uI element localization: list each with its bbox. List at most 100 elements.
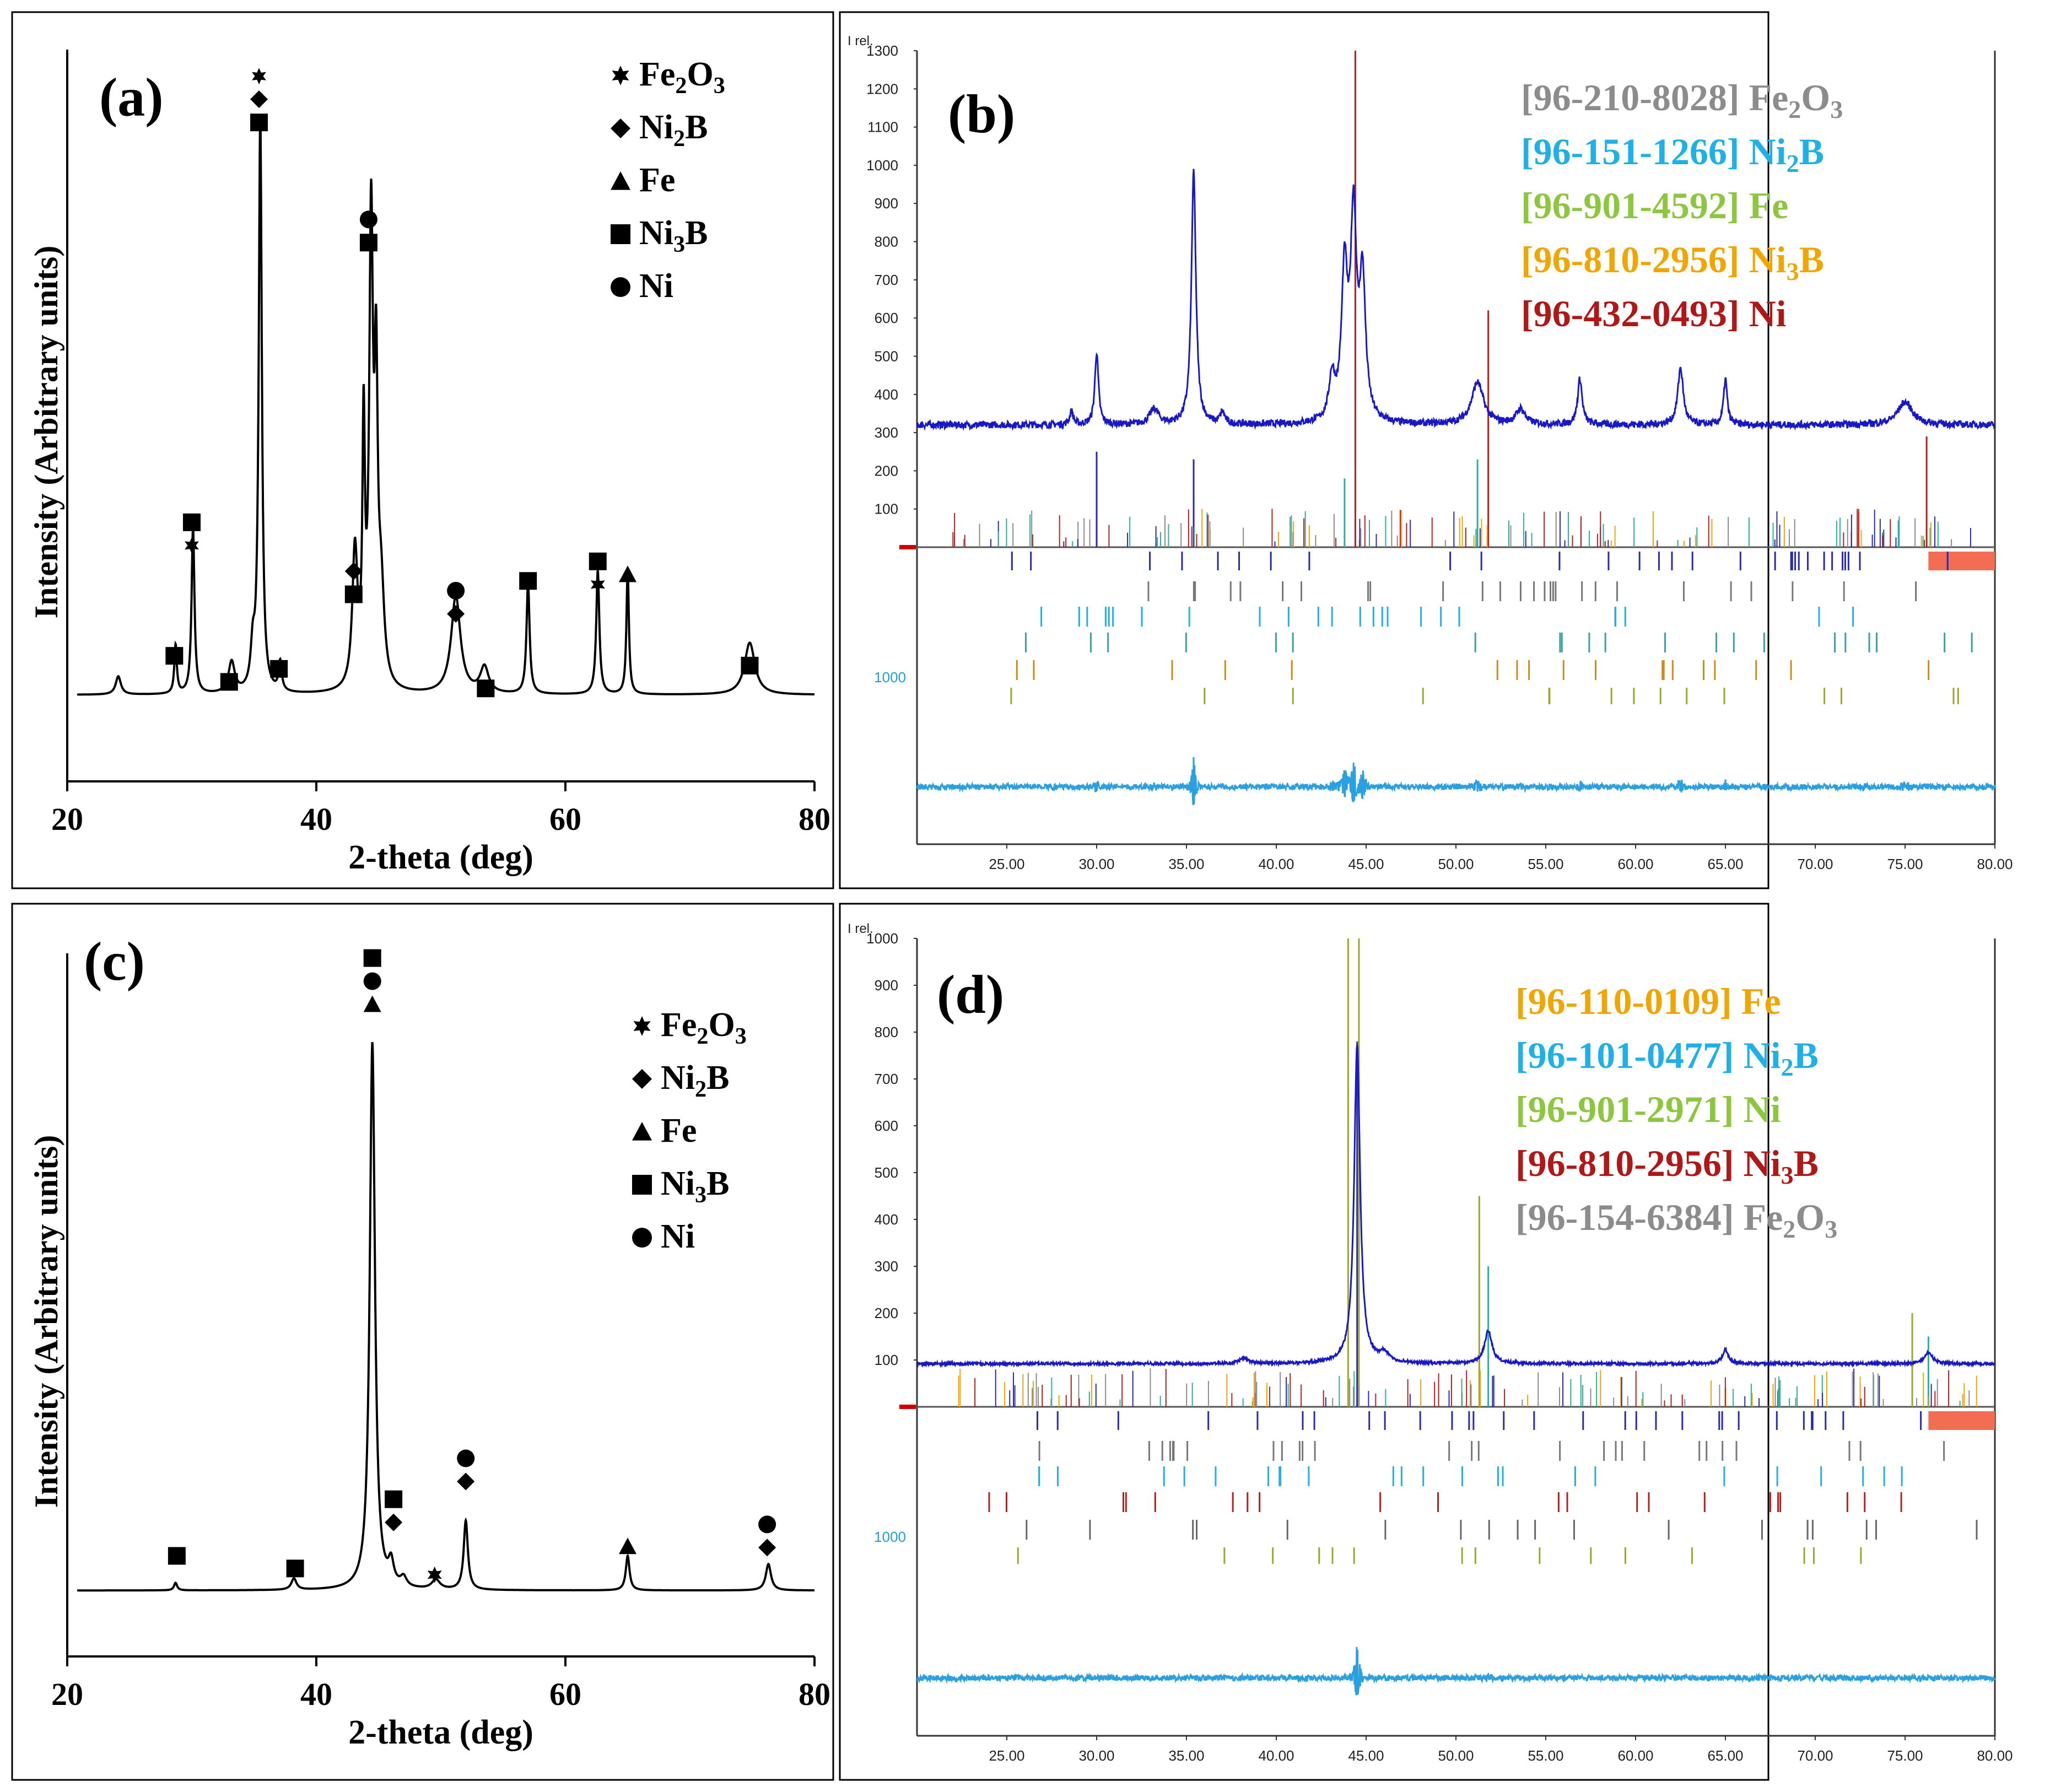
y-title: I rel.	[848, 34, 873, 48]
circle-shape	[457, 1449, 475, 1467]
panel-d: I rel. 100 200 300 400 500 600 700 800 900 1000 25.…	[839, 903, 2013, 1781]
formula-mid: B	[1799, 131, 1824, 172]
xrd-pattern-line	[77, 116, 814, 696]
triangle-peak-marker	[619, 1537, 636, 1554]
zero-marker	[899, 545, 916, 549]
formula-sub2: 3	[1825, 1215, 1837, 1243]
triangle-peak-marker	[363, 995, 381, 1012]
x-tick-label: 80	[799, 1676, 830, 1712]
formula-mid: B	[706, 1165, 729, 1202]
x-tick-label: 80.00	[1977, 856, 2013, 872]
legend-label: Ni3B	[639, 214, 708, 257]
formula-sub: 2	[697, 1023, 708, 1049]
x-tick-label: 80.00	[1977, 1747, 2013, 1764]
legend-label: Ni2B	[639, 109, 708, 152]
y-tick-label: 500	[875, 1164, 898, 1181]
diamond-shape	[250, 90, 268, 109]
y-tick-label: 800	[875, 1024, 898, 1040]
x-tick-label: 65.00	[1707, 1747, 1743, 1764]
x-tick-label: 60	[549, 801, 581, 837]
formula-label: Fe	[1741, 980, 1781, 1022]
formula-sub2: 3	[1830, 95, 1843, 123]
square-shape	[359, 234, 377, 252]
legend-label: Fe2O3	[661, 1006, 747, 1049]
star-shape	[633, 1016, 651, 1036]
x-tick-label: 35.00	[1168, 856, 1204, 872]
diamond-peak-marker	[447, 604, 465, 623]
y-tick-label: 700	[875, 272, 898, 288]
y-tick-label: 900	[875, 977, 898, 994]
y-title: I rel.	[848, 921, 873, 936]
legend-diamond-icon	[611, 118, 630, 138]
circle-peak-marker	[363, 972, 381, 990]
legend-code: [96-154-6384]	[1515, 1196, 1744, 1238]
triangle-peak-marker	[619, 565, 636, 582]
formula-mid: B	[1794, 1142, 1819, 1184]
legend-code: [96-810-2956]	[1521, 239, 1749, 280]
legend-triangle-icon	[611, 171, 630, 190]
circle-shape	[359, 210, 377, 229]
legend-star-icon	[612, 66, 629, 85]
circle-peak-marker	[457, 1449, 475, 1467]
star-shape	[590, 576, 605, 593]
formula-mid: O	[1795, 1196, 1825, 1238]
legend-circle-icon	[632, 1228, 652, 1248]
circle-peak-marker	[447, 581, 465, 600]
square-shape	[220, 673, 238, 691]
x-tick-label: 75.00	[1887, 1747, 1923, 1764]
x-tick-label: 30.00	[1078, 1747, 1114, 1764]
formula-mid: B	[1799, 239, 1824, 280]
formula-label: Fe	[661, 1112, 697, 1149]
formula-sub: 3	[695, 1182, 706, 1208]
square-shape	[270, 660, 288, 678]
lower-tick-label: 1000	[874, 1529, 906, 1545]
square-peak-marker	[385, 1490, 403, 1508]
circle-shape	[363, 972, 381, 990]
legend-code: [96-101-0477]	[1515, 1034, 1744, 1076]
panel-label: (d)	[937, 964, 1004, 1025]
legend-entry: [96-901-2971] Ni	[1515, 1088, 1781, 1130]
x-tick-label: 45.00	[1348, 1747, 1384, 1764]
y-tick-label: 700	[875, 1071, 898, 1087]
formula-mid: B	[1794, 1034, 1819, 1076]
square-peak-marker	[519, 572, 537, 590]
diamond-shape	[385, 1513, 403, 1531]
star-peak-marker	[427, 1566, 442, 1583]
square-shape	[477, 679, 495, 698]
formula-mid: O	[687, 56, 713, 93]
y-tick-label: 1000	[866, 157, 898, 174]
y-tick-label: 200	[875, 462, 898, 479]
formula-sub: 2	[1787, 149, 1799, 177]
formula-label: Fe	[1744, 1196, 1783, 1238]
square-peak-marker	[270, 660, 288, 678]
square-peak-marker	[589, 552, 607, 570]
panel-b: I rel. 100 200 300 400 500 600 700 800 900 1000 110…	[839, 11, 2013, 889]
legend-code: [96-901-4592]	[1521, 185, 1749, 226]
zero-marker	[899, 1405, 916, 1409]
legend-diamond-icon	[632, 1069, 652, 1089]
star-shape	[252, 68, 266, 85]
panel-frame	[11, 903, 834, 1781]
triangle-shape	[632, 1122, 652, 1141]
legend-label: Fe2O3	[639, 56, 725, 99]
star-shape	[427, 1566, 442, 1583]
x-tick-label: 35.00	[1168, 1747, 1204, 1764]
square-peak-marker	[477, 679, 495, 698]
formula-sub: 2	[1783, 1215, 1795, 1243]
circle-peak-marker	[359, 210, 377, 229]
y-tick-label: 1100	[867, 119, 898, 136]
formula-sub: 2	[695, 1076, 706, 1102]
formula-label: Fe	[661, 1006, 697, 1044]
legend-entry: [96-154-6384] Fe2O3	[1515, 1196, 1837, 1243]
formula-label: Fe	[1749, 185, 1789, 226]
square-shape	[168, 1547, 186, 1565]
circle-peak-marker	[758, 1515, 776, 1534]
formula-sub: 2	[675, 73, 687, 99]
triangle-shape	[611, 171, 630, 190]
legend-label: Fe	[639, 161, 675, 199]
legend-label: Ni3B	[661, 1165, 729, 1208]
formula-sub: 2	[1788, 95, 1801, 123]
star-peak-marker	[185, 537, 199, 554]
square-shape	[363, 949, 381, 967]
square-peak-marker	[363, 949, 381, 967]
